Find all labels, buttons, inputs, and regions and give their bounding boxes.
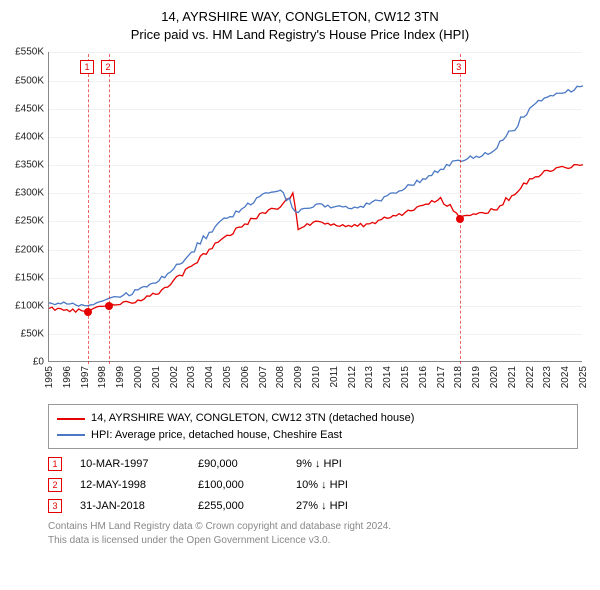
legend-swatch bbox=[57, 418, 85, 420]
ytick-label: £50K bbox=[10, 329, 44, 340]
legend-label: 14, AYRSHIRE WAY, CONGLETON, CW12 3TN (d… bbox=[91, 410, 414, 427]
event-number-box: 1 bbox=[48, 457, 62, 471]
event-row: 1 10-MAR-1997 £90,000 9% ↓ HPI bbox=[48, 457, 590, 471]
legend-item: HPI: Average price, detached house, Ches… bbox=[57, 427, 569, 444]
title-block: 14, AYRSHIRE WAY, CONGLETON, CW12 3TN Pr… bbox=[10, 8, 590, 44]
plot-region bbox=[48, 52, 582, 362]
event-date: 31-JAN-2018 bbox=[80, 500, 180, 512]
title-line2: Price paid vs. HM Land Registry's House … bbox=[10, 26, 590, 44]
legend-swatch bbox=[57, 434, 85, 436]
footer-line1: Contains HM Land Registry data © Crown c… bbox=[48, 520, 590, 534]
event-row: 2 12-MAY-1998 £100,000 10% ↓ HPI bbox=[48, 478, 590, 492]
event-delta: 10% ↓ HPI bbox=[296, 479, 348, 491]
event-dot bbox=[84, 308, 92, 316]
event-date: 12-MAY-1998 bbox=[80, 479, 180, 491]
event-number-box: 2 bbox=[48, 478, 62, 492]
event-price: £90,000 bbox=[198, 458, 278, 470]
event-marker-box: 2 bbox=[101, 60, 115, 74]
ytick-label: £150K bbox=[10, 272, 44, 283]
event-row: 3 31-JAN-2018 £255,000 27% ↓ HPI bbox=[48, 499, 590, 513]
footer-attribution: Contains HM Land Registry data © Crown c… bbox=[48, 520, 590, 547]
ytick-label: £100K bbox=[10, 301, 44, 312]
event-delta: 9% ↓ HPI bbox=[296, 458, 342, 470]
event-vline bbox=[460, 54, 461, 364]
title-line1: 14, AYRSHIRE WAY, CONGLETON, CW12 3TN bbox=[10, 8, 590, 26]
event-delta: 27% ↓ HPI bbox=[296, 500, 348, 512]
ytick-label: £500K bbox=[10, 75, 44, 86]
event-price: £255,000 bbox=[198, 500, 278, 512]
event-marker-box: 1 bbox=[80, 60, 94, 74]
event-vline bbox=[88, 54, 89, 364]
event-date: 10-MAR-1997 bbox=[80, 458, 180, 470]
event-number-box: 3 bbox=[48, 499, 62, 513]
ytick-label: £0 bbox=[10, 357, 44, 368]
legend: 14, AYRSHIRE WAY, CONGLETON, CW12 3TN (d… bbox=[48, 404, 578, 449]
line-series-svg bbox=[49, 52, 583, 362]
event-price: £100,000 bbox=[198, 479, 278, 491]
event-dot bbox=[456, 215, 464, 223]
ytick-label: £200K bbox=[10, 244, 44, 255]
ytick-label: £450K bbox=[10, 103, 44, 114]
ytick-label: £250K bbox=[10, 216, 44, 227]
event-vline bbox=[109, 54, 110, 364]
ytick-label: £350K bbox=[10, 160, 44, 171]
chart-container: 14, AYRSHIRE WAY, CONGLETON, CW12 3TN Pr… bbox=[0, 0, 600, 590]
xtick-label: 2025 bbox=[578, 366, 600, 388]
event-marker-box: 3 bbox=[452, 60, 466, 74]
event-table: 1 10-MAR-1997 £90,000 9% ↓ HPI 2 12-MAY-… bbox=[48, 457, 590, 513]
footer-line2: This data is licensed under the Open Gov… bbox=[48, 534, 590, 548]
ytick-label: £300K bbox=[10, 188, 44, 199]
legend-item: 14, AYRSHIRE WAY, CONGLETON, CW12 3TN (d… bbox=[57, 410, 569, 427]
series-line bbox=[49, 165, 583, 313]
event-dot bbox=[105, 302, 113, 310]
ytick-label: £550K bbox=[10, 47, 44, 58]
series-line bbox=[49, 86, 583, 306]
ytick-label: £400K bbox=[10, 131, 44, 142]
chart-area: £0 £50K £100K £150K £200K £250K £300K £350K £400… bbox=[10, 50, 590, 400]
legend-label: HPI: Average price, detached house, Ches… bbox=[91, 427, 342, 444]
